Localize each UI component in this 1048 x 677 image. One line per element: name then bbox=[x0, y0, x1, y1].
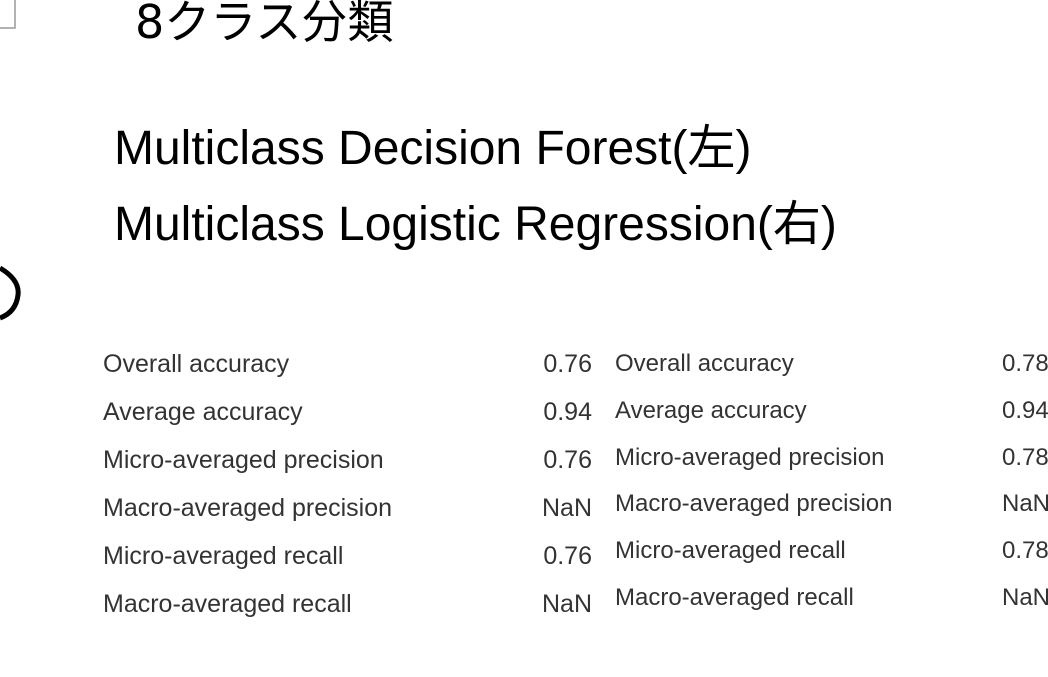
metric-value: 0.94 bbox=[1002, 396, 1048, 424]
metric-value: 0.76 bbox=[543, 446, 592, 474]
metric-value: NaN bbox=[1002, 584, 1048, 611]
subtitle-line: Multiclass Logistic Regression(右) bbox=[114, 198, 837, 251]
subtitle-line: Multiclass Decision Forest(左) bbox=[114, 122, 752, 175]
metric-label: Micro-averaged recall bbox=[103, 542, 344, 570]
title: 8クラス分類 bbox=[135, 0, 394, 49]
cropped-glyph bbox=[0, 265, 21, 321]
metric-value: 0.78 bbox=[1002, 443, 1048, 471]
metric-value: NaN bbox=[1002, 490, 1048, 518]
metric-label: Average accuracy bbox=[615, 396, 807, 424]
metric-value: NaN bbox=[541, 590, 592, 618]
metric-label: Micro-averaged precision bbox=[615, 443, 885, 471]
cropped-shapes bbox=[0, 0, 21, 321]
metric-label: Micro-averaged recall bbox=[615, 537, 846, 565]
metric-value: 0.94 bbox=[543, 398, 592, 426]
metric-value: 0.76 bbox=[543, 542, 592, 570]
metric-value: 0.78 bbox=[1002, 537, 1048, 565]
metric-label: Macro-averaged precision bbox=[103, 494, 393, 522]
metric-value: 0.78 bbox=[1002, 350, 1048, 377]
metric-label: Macro-averaged recall bbox=[103, 590, 352, 618]
metric-label: Overall accuracy bbox=[103, 350, 290, 378]
metric-label: Macro-averaged precision bbox=[615, 490, 893, 518]
metric-label: Average accuracy bbox=[103, 398, 303, 426]
metric-value: 0.76 bbox=[543, 350, 592, 378]
metric-label: Overall accuracy bbox=[615, 350, 794, 377]
cropped-box bbox=[0, 0, 16, 29]
metric-label: Micro-averaged precision bbox=[103, 446, 384, 474]
metric-value: NaN bbox=[541, 494, 592, 522]
metric-label: Macro-averaged recall bbox=[615, 584, 854, 611]
